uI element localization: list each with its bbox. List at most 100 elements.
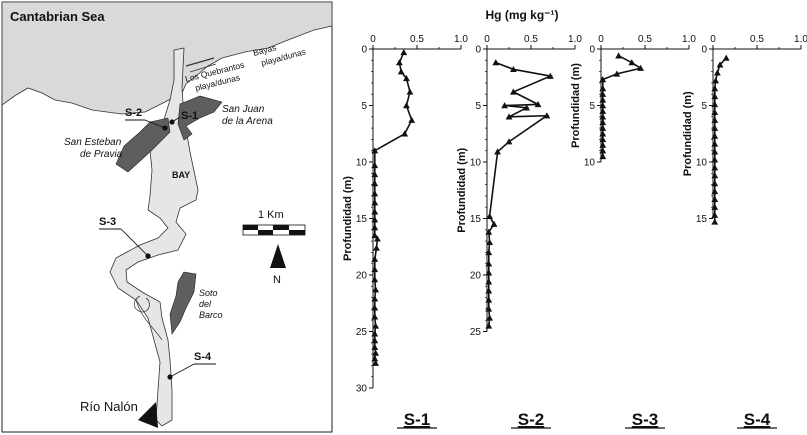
x-tick-label: 1.0 [682, 34, 696, 45]
data-point [485, 322, 493, 329]
sea-label: Cantabrian Sea [10, 9, 105, 24]
river-oxbow [133, 295, 150, 313]
data-point [711, 148, 719, 155]
data-point [373, 244, 380, 251]
data-point [711, 203, 719, 210]
y-tick-label: 0 [361, 45, 367, 56]
urban-san-esteban [115, 117, 171, 173]
y-tick-label: 5 [589, 101, 595, 112]
data-point [486, 238, 494, 245]
data-point [371, 330, 379, 337]
panel-label-s2: S-2 [518, 410, 544, 429]
chart-title: Hg (mg kg⁻¹) [486, 8, 559, 22]
data-point [599, 102, 607, 109]
site-s2-label: S-2 [125, 107, 142, 119]
data-point [599, 113, 607, 120]
data-point [599, 152, 607, 160]
data-point [400, 48, 408, 56]
panel-s1: 0 0.5 1.0 0 5 10 15 20 25 30 Profundidad (m) S-1 [342, 34, 468, 429]
urban-soto [169, 271, 197, 335]
x-tick-label: 1.0 [794, 34, 807, 45]
y-tick-label: 15 [470, 214, 482, 225]
y-tick-label: 15 [696, 214, 708, 225]
north-label: N [273, 274, 281, 286]
data-point [505, 113, 513, 120]
data-point [599, 119, 607, 126]
data-point [397, 68, 405, 75]
soto-sublabel-1: del [199, 299, 212, 309]
profile-line-s3 [601, 55, 643, 157]
data-point [599, 136, 607, 143]
data-point [534, 100, 542, 108]
data-point [485, 287, 493, 294]
data-point [628, 59, 636, 66]
data-point [722, 54, 730, 61]
y-tick-label: 15 [356, 214, 368, 225]
data-point [494, 148, 501, 155]
data-point [403, 74, 410, 82]
data-point [711, 132, 719, 139]
data-point [523, 104, 530, 111]
data-point [711, 100, 719, 108]
data-point [490, 220, 498, 227]
x-tick-label: 0 [484, 34, 490, 45]
data-point [599, 76, 607, 83]
breakwater-jetty [185, 57, 215, 67]
data-point [711, 93, 719, 100]
data-point [711, 85, 719, 92]
data-point [711, 195, 719, 203]
data-point [485, 260, 493, 267]
data-point [371, 208, 379, 215]
bay-label: BAY [172, 170, 190, 180]
data-point [371, 295, 379, 302]
y-tick-label: 10 [696, 158, 708, 169]
y-tick-label: 20 [356, 271, 368, 282]
data-point [599, 130, 607, 137]
site-location-map: Cantabrian Sea Bayas playa/dunas Los Que… [1, 1, 333, 433]
y-tick-label: 10 [470, 158, 482, 169]
data-point [543, 112, 551, 119]
y-tick-label: 5 [701, 101, 707, 112]
y-tick-label: 0 [589, 45, 595, 56]
panel-s4: 0 0.5 1.0 0 5 10 15 Profundidad (m) S-4 [682, 34, 807, 429]
data-point [372, 359, 380, 366]
data-point [714, 69, 721, 76]
river-channel [135, 299, 163, 341]
data-point [546, 72, 554, 79]
y-tick-label: 5 [475, 101, 481, 112]
data-point [599, 85, 607, 92]
x-tick-label: 0 [710, 34, 716, 45]
y-tick-label: 10 [356, 158, 368, 169]
panel-label-s1: S-1 [404, 410, 430, 429]
site-s3-marker: S-3 [99, 216, 151, 259]
site-s3-label: S-3 [99, 216, 116, 228]
flow-direction-arrow [138, 402, 158, 428]
san-esteban-label: San Esteban [64, 137, 122, 148]
data-point [711, 140, 719, 147]
data-point [486, 212, 494, 219]
san-juan-label: San Juan [222, 104, 265, 115]
data-point [485, 228, 493, 235]
site-s2-marker: S-2 [125, 107, 168, 131]
data-point [485, 305, 493, 312]
san-juan-sublabel: de la Arena [222, 116, 273, 127]
data-point [599, 147, 607, 154]
scale-bar-label: 1 Km [258, 209, 284, 221]
breakwater-jetty-2 [189, 63, 217, 73]
data-point [371, 224, 379, 231]
y-tick-label: 0 [701, 45, 707, 56]
data-point [372, 349, 380, 356]
data-point [374, 235, 381, 242]
data-point [615, 52, 622, 59]
x-tick-label: 0.5 [410, 34, 424, 45]
x-tick-label: 1.0 [454, 34, 468, 45]
data-point [371, 161, 379, 169]
data-point [613, 70, 621, 77]
data-point [510, 88, 517, 95]
profile-line-s4 [713, 57, 727, 222]
data-point [371, 255, 379, 262]
data-point [371, 147, 379, 154]
san-esteban-sublabel: de Pravia [80, 149, 123, 160]
data-point [401, 130, 409, 137]
y-tick-label: 10 [584, 158, 596, 169]
